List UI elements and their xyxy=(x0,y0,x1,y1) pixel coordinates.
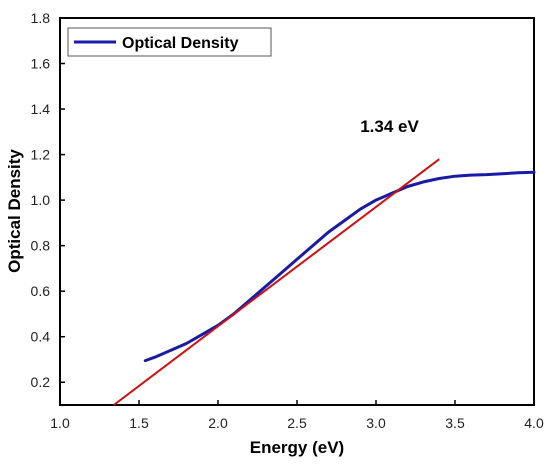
legend-label-optical-density: Optical Density xyxy=(122,35,239,52)
linear-fit-line xyxy=(113,158,440,406)
y-tick-label: 0.6 xyxy=(31,283,51,299)
x-tick-label: 2.0 xyxy=(208,415,228,431)
y-tick-label: 1.8 xyxy=(31,10,51,26)
y-tick-label: 1.6 xyxy=(31,56,51,72)
x-axis-title: Energy (eV) xyxy=(250,438,344,457)
y-tick-label: 0.8 xyxy=(31,238,51,254)
x-axis-ticks: 1.0 1.5 2.0 2.5 3.0 3.5 4.0 xyxy=(50,400,544,431)
y-tick-label: 1.4 xyxy=(31,101,51,117)
x-tick-label: 1.5 xyxy=(129,415,149,431)
series-layer xyxy=(113,158,536,406)
x-tick-label: 4.0 xyxy=(524,415,544,431)
y-tick-label: 0.2 xyxy=(31,374,51,390)
annotation-bandgap: 1.34 eV xyxy=(360,117,419,136)
y-axis-title: Optical Density xyxy=(5,149,24,273)
y-tick-label: 1.2 xyxy=(31,147,51,163)
x-tick-label: 3.5 xyxy=(445,415,465,431)
series-line-optical-density xyxy=(143,170,536,363)
plot-frame xyxy=(59,17,535,406)
y-axis-ticks: 0.2 0.4 0.6 0.8 1.0 1.2 1.4 1.6 1.8 xyxy=(31,10,65,390)
legend: Optical Density xyxy=(67,27,272,57)
x-tick-label: 3.0 xyxy=(366,415,386,431)
y-tick-label: 1.0 xyxy=(31,192,51,208)
y-tick-label: 0.4 xyxy=(31,329,51,345)
x-tick-label: 2.5 xyxy=(287,415,307,431)
x-tick-label: 1.0 xyxy=(50,415,70,431)
